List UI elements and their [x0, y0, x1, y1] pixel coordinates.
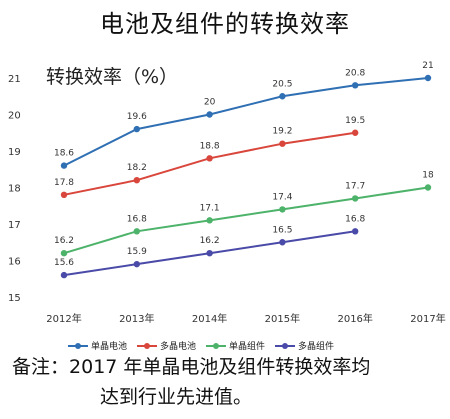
legend-swatch: [68, 341, 88, 351]
legend-item: 单晶电池: [68, 339, 127, 352]
data-point: [134, 228, 140, 234]
data-point: [61, 162, 67, 168]
data-point: [425, 75, 431, 81]
data-label: 16.8: [127, 214, 147, 224]
data-point: [279, 141, 285, 147]
legend-item: 单晶组件: [206, 339, 265, 352]
data-label: 16.8: [345, 214, 365, 224]
y-tick-label: 18: [8, 184, 21, 195]
legend-label: 单晶电池: [91, 339, 127, 352]
data-label: 18.6: [54, 149, 74, 159]
x-tick-label: 2012年: [46, 312, 81, 325]
y-tick-label: 19: [8, 147, 21, 158]
data-label: 20: [204, 98, 216, 108]
data-point: [134, 261, 140, 267]
data-point: [61, 250, 67, 256]
y-tick-label: 20: [8, 111, 21, 122]
data-point: [134, 126, 140, 132]
note-line-1: 2017 年单晶电池及组件转换效率均: [69, 356, 370, 378]
legend-swatch: [275, 341, 295, 351]
note-prefix: 备注：: [12, 356, 69, 378]
data-point: [206, 155, 212, 161]
data-label: 16.2: [200, 236, 220, 246]
legend-item: 多晶组件: [275, 339, 334, 352]
y-tick-label: 16: [8, 257, 21, 268]
y-tick-label: 17: [8, 220, 21, 231]
data-point: [352, 228, 358, 234]
data-point: [61, 272, 67, 278]
x-tick-label: 2016年: [337, 312, 372, 325]
data-label: 18.8: [200, 141, 220, 151]
legend-label: 多晶组件: [298, 339, 334, 352]
y-tick-label: 21: [8, 74, 21, 85]
data-point: [206, 250, 212, 256]
legend: 单晶电池 多晶电池 单晶组件 多晶组件: [68, 339, 334, 352]
x-tick-label: 2014年: [192, 312, 227, 325]
x-tick-label: 2015年: [265, 312, 300, 325]
data-label: 16.5: [272, 225, 292, 235]
data-point: [279, 239, 285, 245]
data-label: 17.4: [272, 192, 292, 202]
footnote: 备注：2017 年单晶电池及组件转换效率均 达到行业先进值。: [12, 352, 442, 412]
data-label: 19.2: [272, 127, 292, 137]
data-label: 17.8: [54, 178, 74, 188]
data-label: 18: [422, 171, 434, 181]
data-point: [352, 195, 358, 201]
data-label: 20.5: [272, 79, 292, 89]
data-label: 19.5: [345, 116, 365, 126]
legend-label: 多晶电池: [160, 339, 196, 352]
data-point: [134, 177, 140, 183]
data-label: 20.8: [345, 68, 365, 78]
data-point: [61, 192, 67, 198]
data-point: [279, 206, 285, 212]
data-point: [425, 184, 431, 190]
data-label: 16.2: [54, 236, 74, 246]
data-label: 19.6: [127, 112, 147, 122]
note-line-2: 达到行业先进值。: [12, 382, 442, 412]
data-label: 17.7: [345, 181, 365, 191]
legend-label: 单晶组件: [229, 339, 265, 352]
x-tick-label: 2013年: [119, 312, 154, 325]
legend-swatch: [137, 341, 157, 351]
data-point: [352, 82, 358, 88]
legend-item: 多晶电池: [137, 339, 196, 352]
x-tick-label: 2017年: [410, 312, 445, 325]
data-point: [206, 111, 212, 117]
data-point: [352, 130, 358, 136]
series-line: [64, 78, 428, 166]
data-label: 21: [422, 61, 433, 71]
data-label: 18.2: [127, 163, 147, 173]
data-label: 15.9: [127, 247, 147, 257]
y-tick-label: 15: [8, 293, 21, 304]
data-label: 15.6: [54, 258, 74, 268]
data-point: [279, 93, 285, 99]
series-line: [64, 188, 428, 254]
data-point: [206, 217, 212, 223]
legend-swatch: [206, 341, 226, 351]
data-label: 17.1: [200, 203, 220, 213]
